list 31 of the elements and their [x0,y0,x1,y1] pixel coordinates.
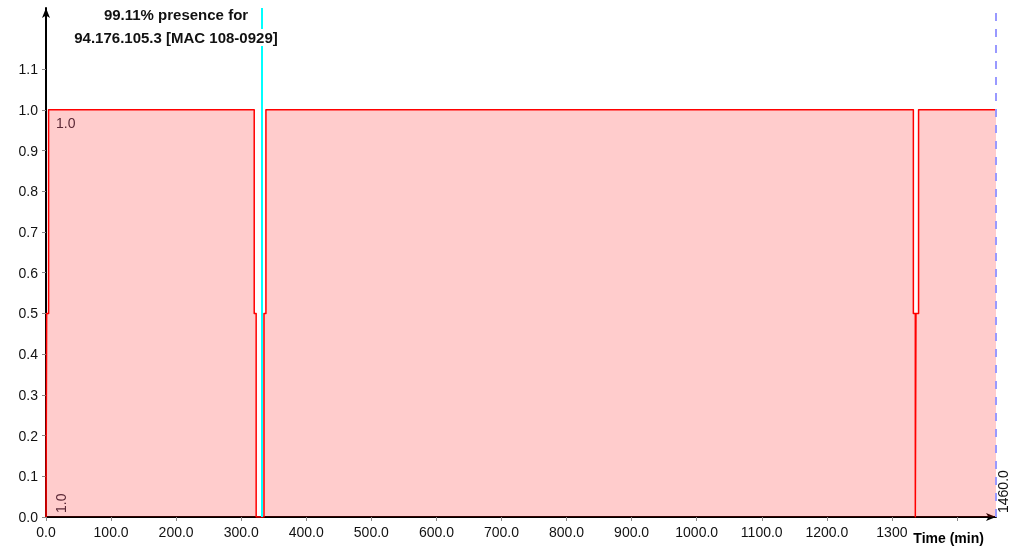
y-tick-label: 0.9 [18,142,39,159]
x-tick-label: 700.0 [483,524,520,540]
x-tick-label: 0.0 [36,524,56,540]
x-tick-label: 1300 [876,524,908,540]
x-tick-label: 200.0 [158,524,194,540]
y-tick-label: 0.5 [18,305,39,322]
y-tick-label: 1.1 [18,61,39,78]
x-tick-label: 600.0 [418,524,455,540]
x-tick-label: 100.0 [93,524,129,540]
x-tick-label: 300.0 [223,524,259,540]
x-tick-label: 400.0 [288,524,324,540]
text: 99.11% presence for 94.176.105.3 [MAC 108-0929] [74,6,278,46]
annotation: 1.0 [56,114,76,131]
x-tick-label: 1100.0 [740,524,783,540]
annotation: 1.0 [53,493,69,513]
y-tick-label: 0.6 [18,264,39,281]
ref-line-label: 1460.0 [995,469,1011,513]
x-tick-label: 1200.0 [805,524,849,540]
x-axis-title: Time (min) [913,530,984,546]
x-tick-label: 800.0 [549,524,585,540]
y-tick-label: 0.1 [18,468,39,485]
y-tick-label: 0.7 [18,223,39,240]
y-tick-label: 0.8 [18,183,39,200]
x-tick-label: 900.0 [614,524,650,540]
y-tick-label: 0.0 [18,509,39,525]
x-tick-label: 500.0 [353,524,390,540]
y-tick-label: 0.4 [18,346,39,363]
y-tick-label: 0.2 [18,427,39,444]
x-tick-label: 1000.0 [675,524,719,540]
y-tick-label: 1.0 [18,101,39,118]
y-tick-label: 0.3 [18,386,39,403]
